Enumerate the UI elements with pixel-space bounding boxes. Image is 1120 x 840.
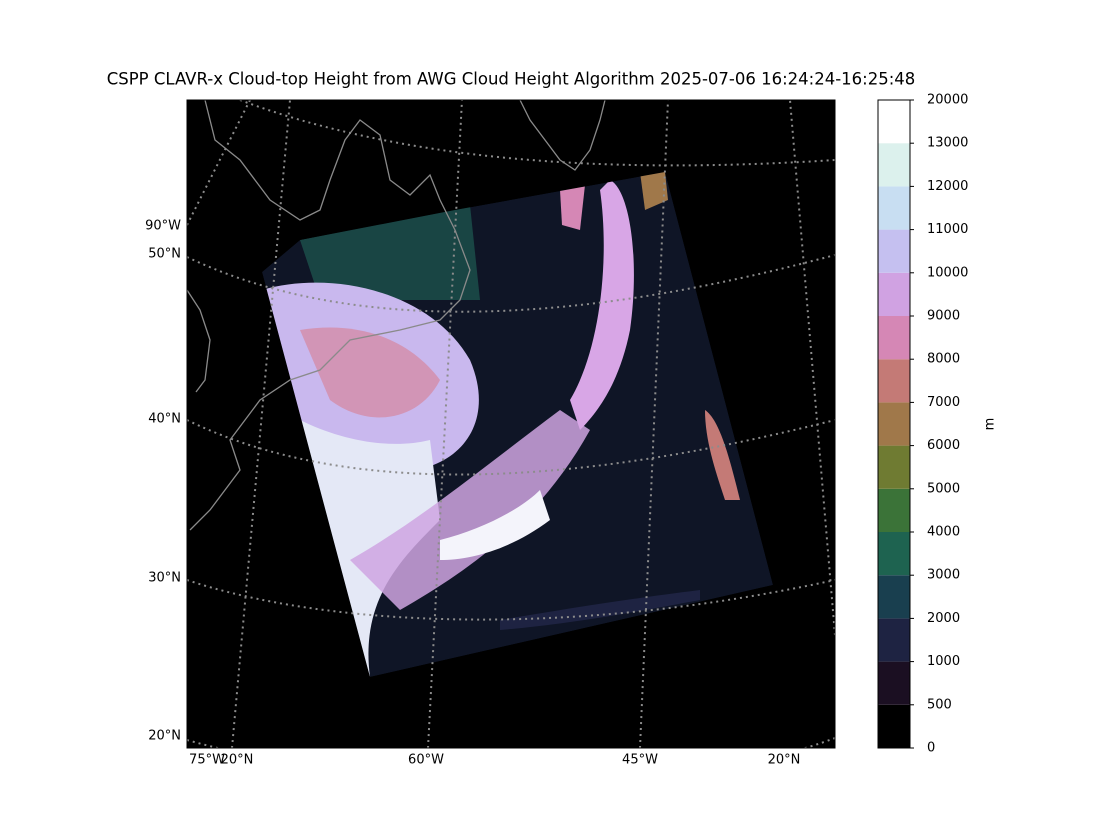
colorbar-tick-label: 4000	[927, 525, 960, 540]
cloud-swath	[262, 172, 773, 677]
colorbar-segment	[878, 618, 910, 662]
colorbar-tick-label: 20000	[927, 93, 968, 108]
colorbar-frame	[877, 99, 911, 749]
colorbar-tick-label: 0	[927, 741, 935, 756]
colorbar-segment	[878, 100, 910, 144]
colorbar-tick-label: 2000	[927, 611, 960, 626]
colorbar-segment	[878, 402, 910, 446]
colorbar-tick-label: 1000	[927, 654, 960, 669]
lat-lon-label: 30°N	[148, 571, 181, 586]
colorbar-segment	[878, 532, 910, 576]
map-area	[187, 100, 835, 748]
colorbar-tick-label: 13000	[927, 136, 968, 151]
colorbar-tick-label: 5000	[927, 481, 960, 496]
lat-lon-label: 90°W	[145, 219, 181, 234]
colorbar-tick-label: 500	[927, 697, 952, 712]
colorbar-tick-label: 7000	[927, 395, 960, 410]
colorbar-tick-label: 12000	[927, 179, 968, 194]
colorbar-segment	[878, 143, 910, 187]
colorbar-segment	[878, 445, 910, 489]
map-title: CSPP CLAVR-x Cloud-top Height from AWG C…	[107, 70, 916, 89]
lat-lon-label: 50°N	[148, 247, 181, 262]
colorbar-tick-label: 9000	[927, 309, 960, 324]
lat-lon-label: 40°N	[148, 412, 181, 427]
colorbar-segment	[878, 316, 910, 360]
lat-lon-label: 20°N	[768, 753, 801, 768]
colorbar-segment	[878, 704, 910, 748]
map-frame	[186, 99, 836, 749]
colorbar-tick-label: 6000	[927, 438, 960, 453]
colorbar-tick-label: 10000	[927, 265, 968, 280]
colorbar-tick-label: 11000	[927, 222, 968, 237]
colorbar-label: m	[983, 418, 998, 431]
lat-lon-label: 20°N	[221, 753, 254, 768]
lat-lon-label: 60°W	[408, 753, 444, 768]
colorbar-tick-label: 8000	[927, 352, 960, 367]
lat-lon-label: 20°N	[148, 729, 181, 744]
colorbar-tick-label: 3000	[927, 568, 960, 583]
lat-lon-label: 45°W	[622, 753, 658, 768]
colorbar-segment	[878, 359, 910, 403]
colorbar-segment	[878, 186, 910, 230]
colorbar-segment	[878, 575, 910, 619]
colorbar-segment	[878, 488, 910, 532]
colorbar-segment	[878, 272, 910, 316]
colorbar-segment	[878, 661, 910, 705]
lat-lon-label: 75°W	[189, 753, 225, 768]
colorbar-segment	[878, 229, 910, 273]
